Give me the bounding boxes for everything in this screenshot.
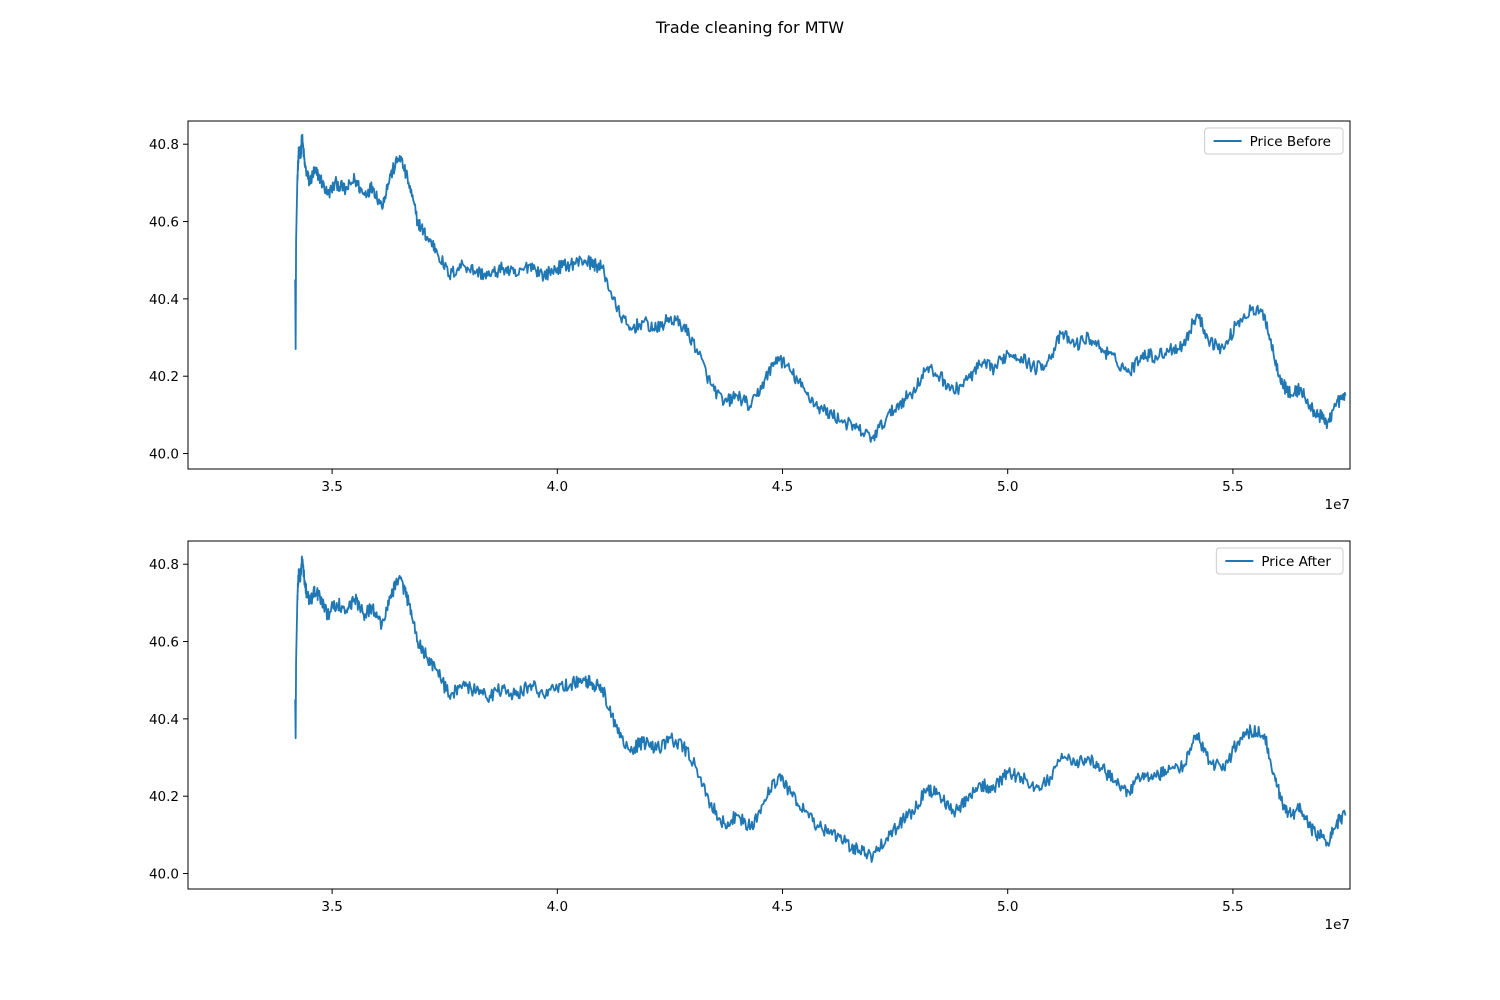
x-tick-label: 5.0 <box>997 899 1018 915</box>
y-tick-label: 40.4 <box>149 712 179 728</box>
x-offset-label: 1e7 <box>1325 917 1350 933</box>
subplot-price-before: 40.0 40.2 40.4 40.6 40.8 3.5 4.0 4.5 5.0 5.5 1e7 Pr… <box>149 120 1351 513</box>
legend-box <box>1204 127 1344 155</box>
x-tick-label: 4.0 <box>547 899 568 915</box>
y-tick-label: 40.2 <box>149 789 179 805</box>
legend-label: Price After <box>1261 554 1331 570</box>
x-tick-label: 4.5 <box>772 479 793 495</box>
series-line-price-after <box>294 555 1347 863</box>
y-tick-label: 40.4 <box>149 292 179 308</box>
subplot-price-after: 40.0 40.2 40.4 40.6 40.8 3.5 4.0 4.5 5.0 5.5 1e7 Pr… <box>149 540 1351 933</box>
y-tick-label: 40.6 <box>149 635 179 651</box>
y-tick-label: 40.6 <box>149 215 179 231</box>
x-tick-label: 4.5 <box>772 899 793 915</box>
axes-frame <box>187 540 1351 890</box>
y-tick-label: 40.0 <box>149 867 179 883</box>
legend-label: Price Before <box>1250 134 1331 150</box>
y-tick-label: 40.8 <box>149 137 179 153</box>
series-line-price-before <box>294 133 1347 443</box>
x-offset-label: 1e7 <box>1325 497 1350 513</box>
legend-box <box>1215 547 1344 575</box>
x-tick-label: 5.0 <box>997 479 1018 495</box>
y-tick-label: 40.2 <box>149 369 179 385</box>
x-tick-label: 4.0 <box>547 479 568 495</box>
x-tick-label: 3.5 <box>321 899 342 915</box>
legend: Price Before <box>1204 127 1344 155</box>
x-tick-label: 5.5 <box>1222 479 1243 495</box>
legend: Price After <box>1215 547 1344 575</box>
axes-frame <box>187 120 1351 470</box>
x-tick-label: 5.5 <box>1222 899 1243 915</box>
figure-suptitle: Trade cleaning for MTW <box>655 18 844 37</box>
x-tick-label: 3.5 <box>321 479 342 495</box>
y-tick-label: 40.8 <box>149 557 179 573</box>
y-tick-label: 40.0 <box>149 447 179 463</box>
